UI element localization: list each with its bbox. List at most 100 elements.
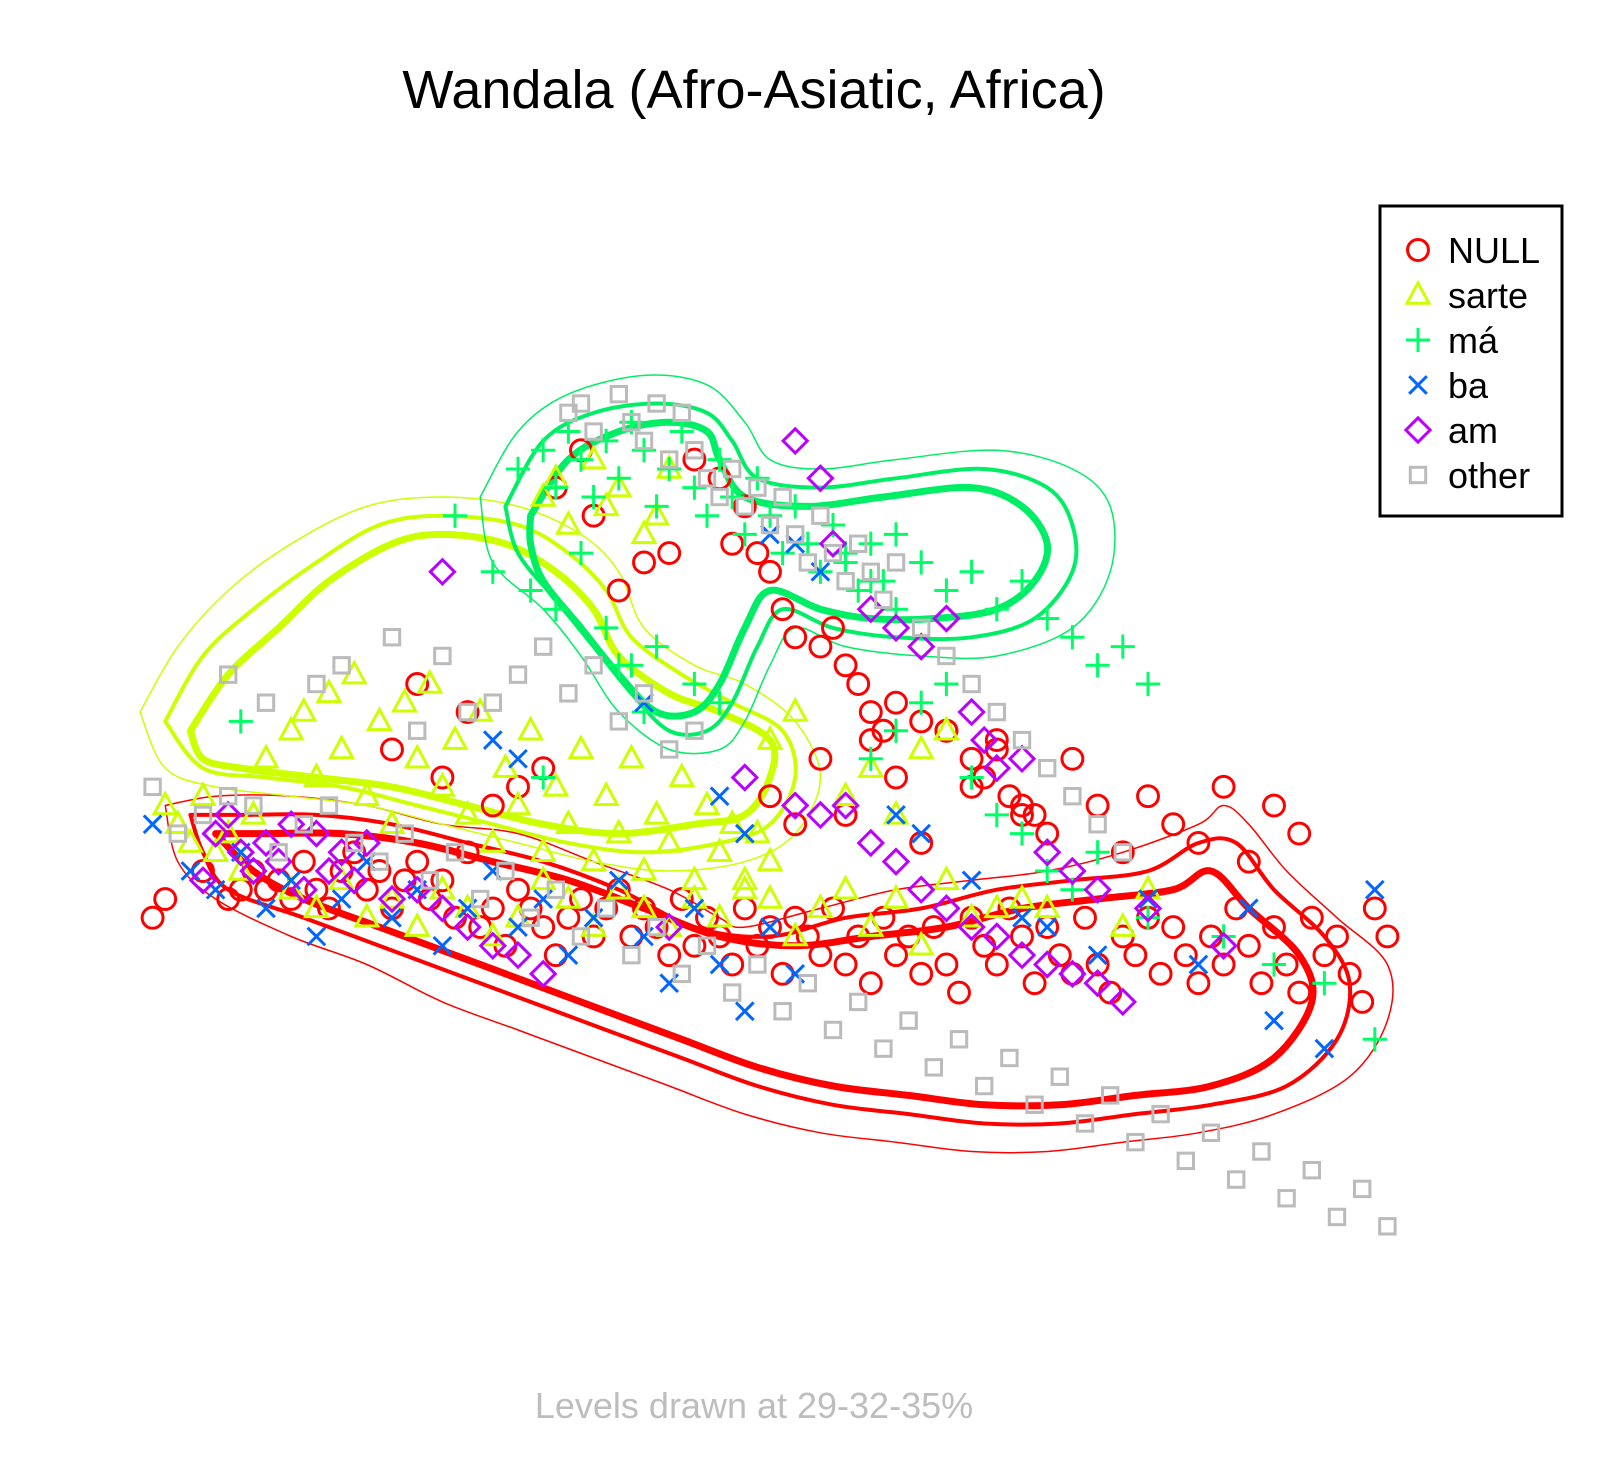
data-point [982,922,1012,951]
contour-line [186,530,779,838]
data-point [453,912,482,942]
data-point [836,571,855,591]
data-point [1148,961,1173,986]
data-point [1075,1114,1095,1133]
data-point [606,466,631,491]
data-point [770,597,795,622]
data-point [886,553,906,572]
density-contours [139,374,1394,1154]
data-point [720,484,745,510]
data-point [961,870,982,891]
data-point [858,569,883,594]
data-point [857,752,885,778]
data-point [732,896,757,921]
data-point [783,812,808,837]
data-point [1249,971,1274,996]
data-point [773,1002,792,1021]
data-point [1012,730,1032,750]
legend-label: ba [1448,365,1489,406]
data-point [921,915,946,940]
data-point [643,500,671,526]
data-point [969,725,999,755]
data-point [430,868,455,893]
data-point [1135,905,1161,930]
data-point [1009,569,1035,594]
data-point [1264,1010,1284,1031]
data-point [685,721,704,740]
levels-note: Levels drawn at 29-32-35% [535,1385,973,1426]
data-point [907,930,935,956]
data-point [428,771,456,797]
data-point [480,559,505,584]
data-point [1312,971,1337,996]
data-point [909,550,934,575]
data-point [962,674,981,694]
data-point [382,907,402,928]
data-point [760,524,780,545]
legend-marker [1406,238,1430,262]
data-point [1135,671,1161,697]
data-point [858,746,883,771]
data-point [783,494,808,519]
data-point [1126,1132,1145,1152]
data-point [1161,812,1186,837]
data-point [660,740,679,759]
data-point [882,883,910,909]
data-point [657,456,682,482]
data-point [806,893,834,919]
data-point [617,743,645,769]
data-point [568,447,594,472]
data-point [370,852,389,871]
data-point [832,874,860,900]
data-point [1033,893,1061,919]
data-point [630,855,658,881]
data-point [975,1076,994,1096]
data-point [558,945,579,966]
data-point [543,475,568,500]
series-am [188,426,1238,1017]
data-point [697,469,717,488]
legend-item: sarte [1404,275,1528,316]
data-point [770,961,795,986]
data-point [861,562,880,581]
data-point [846,672,871,696]
data-point [580,846,608,872]
data-point [332,656,351,675]
data-point [783,905,808,930]
data-point [732,522,757,547]
data-point [874,1039,893,1058]
data-point [1083,968,1112,998]
data-point [606,653,631,678]
data-point [786,525,805,544]
data-point [707,447,732,472]
data-point [471,889,490,909]
chart-title: Wandala (Afro-Asiatic, Africa) [402,60,1105,120]
legend-item: ba [1408,365,1489,406]
data-point [1364,879,1385,900]
data-point [569,887,593,911]
data-point [140,905,165,930]
data-point [723,459,742,479]
data-point [168,824,188,843]
data-point [734,1001,755,1022]
data-point [808,634,833,659]
data-point [543,943,568,968]
data-point [252,743,280,769]
data-point [706,902,734,928]
data-point [821,615,845,640]
data-point [392,868,417,893]
data-point [631,438,657,463]
data-point [1110,840,1135,865]
data-point [720,531,745,556]
data-point [1032,838,1062,867]
data-point [405,849,430,874]
data-point [433,646,452,666]
data-point [1138,889,1158,909]
data-point [849,992,868,1012]
data-point [479,827,507,853]
data-point [622,413,641,432]
data-point [760,515,780,535]
legend-item: am [1403,410,1498,451]
data-point [984,597,1009,622]
